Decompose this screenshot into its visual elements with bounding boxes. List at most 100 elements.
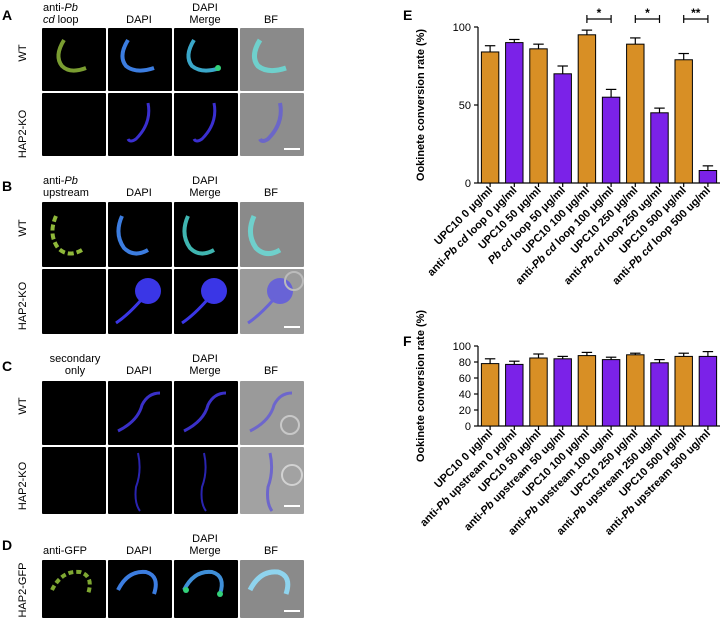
- micrograph-wt-anti-upstream: [42, 202, 106, 267]
- y-tick-label: 0: [465, 421, 471, 433]
- micrograph-wt-anti-cd-loop: [42, 28, 106, 91]
- x-category-label: anti-Pb cd loop 250 ug/ml: [562, 185, 665, 288]
- bar: [505, 363, 524, 427]
- column-label-dapi-merge: DAPI Merge: [189, 175, 221, 199]
- y-tick-label: 20: [459, 405, 471, 417]
- panel-label-c: C: [2, 358, 13, 374]
- micrograph-ko-bf: [240, 447, 304, 514]
- bar: [553, 358, 572, 427]
- micrograph-ko-anti-upstream: [42, 269, 106, 334]
- x-category-label: UPC10 250 μg/ml: [569, 185, 641, 257]
- panel-label-e: E: [403, 7, 413, 23]
- column-label-anti-pb-cd-loop: anti-Pb cd loop: [43, 2, 79, 26]
- x-category-label: UPC10 500 μg/ml: [617, 185, 689, 257]
- column-label-dapi-merge: DAPI Merge: [189, 353, 221, 377]
- column-label-dapi: DAPI: [126, 187, 152, 199]
- bar: [601, 96, 621, 184]
- bar: [698, 170, 718, 184]
- bar: [626, 354, 645, 427]
- bar: [650, 362, 669, 427]
- micrograph-wt-dapi: [108, 202, 172, 267]
- column-label-secondary-only: secondary only: [49, 353, 101, 377]
- x-category-label: anti-Pb upstream 50 ug/ml: [462, 428, 568, 534]
- bar: [601, 359, 621, 427]
- x-category-label: anti-Pb cd loop 100 μg/ml: [514, 185, 617, 288]
- y-tick-label: 0: [465, 178, 471, 190]
- micrograph-ko-dapi: [108, 269, 172, 334]
- column-label-dapi: DAPI: [126, 14, 152, 26]
- micrograph-ko-anti-cd-loop: [42, 93, 106, 156]
- column-label-dapi: DAPI: [126, 365, 152, 377]
- y-tick-label: 80: [459, 357, 471, 369]
- x-category-label: anti-Pb upstream 500 ug/ml: [603, 428, 713, 538]
- x-category-label: anti-Pb cd loop 500 ug/ml: [610, 185, 713, 288]
- panel-label-b: B: [2, 178, 13, 194]
- y-tick-label: 100: [453, 341, 471, 353]
- x-category-label: UPC10 500 μg/ml: [617, 428, 689, 500]
- bar: [480, 363, 500, 427]
- bar: [674, 355, 693, 427]
- micrograph-ko-merge: [174, 269, 238, 334]
- y-axis-title: Ookinete conversion rate (%): [415, 29, 427, 182]
- bar: [553, 73, 572, 184]
- micrograph-wt-dapi: [108, 28, 172, 91]
- x-category-label: UPC10 50 μg/ml: [476, 185, 543, 252]
- significance-label: *: [597, 6, 602, 20]
- micrograph-ko-secondary: [42, 447, 106, 514]
- row-label-wt: WT: [17, 219, 29, 237]
- row-label-hap2-ko: HAP2-KO: [17, 109, 29, 159]
- column-label-anti-gfp: anti-GFP: [43, 545, 88, 557]
- row-label-hap2-ko: HAP2-KO: [17, 461, 29, 511]
- row-label-hap2-gfp: HAP2-GFP: [17, 562, 29, 618]
- bar: [577, 355, 597, 427]
- x-category-label: UPC10 100 μg/ml: [520, 428, 592, 500]
- y-tick-label: 50: [459, 100, 471, 112]
- micrograph-wt-bf: [240, 381, 304, 445]
- micrograph-wt-merge: [174, 202, 238, 267]
- bar: [626, 43, 645, 184]
- column-label-bf: BF: [263, 365, 279, 377]
- micrograph-wt-dapi: [108, 381, 172, 445]
- panel-label-a: A: [2, 7, 13, 23]
- bar: [529, 357, 548, 427]
- column-label-dapi: DAPI: [126, 545, 152, 557]
- x-category-label: UPC10 0 μg/ml: [432, 428, 495, 491]
- significance-label: **: [691, 6, 701, 20]
- scale-bar: [284, 148, 300, 150]
- row-label-hap2-ko: HAP2-KO: [17, 281, 29, 331]
- micrograph-ko-merge: [174, 447, 238, 514]
- x-category-label: UPC10 250 μg/ml: [569, 428, 641, 500]
- x-category-label: anti-Pb upstream 100 ug/ml: [506, 428, 616, 538]
- bar: [480, 51, 500, 184]
- scale-bar: [284, 326, 300, 328]
- column-label-bf: BF: [263, 14, 279, 26]
- micrograph-ko-dapi: [108, 93, 172, 156]
- micrograph-ko-merge: [174, 93, 238, 156]
- x-category-label: anti-Pb cd loop 0 μg/ml: [425, 185, 519, 279]
- column-label-anti-pb-upstream: anti-Pb upstream: [43, 175, 89, 199]
- bar: [674, 59, 693, 184]
- micrograph-ko-bf: [240, 269, 304, 334]
- bar: [650, 112, 669, 184]
- panel-label-f: F: [403, 333, 412, 349]
- y-tick-label: 100: [453, 22, 471, 34]
- y-tick-label: 60: [459, 373, 471, 385]
- bar: [505, 42, 524, 184]
- x-category-label: Pb cd loop 50 μg/ml: [486, 185, 568, 267]
- micrograph-wt-merge: [174, 381, 238, 445]
- x-category-label: UPC10 100 μg/ml: [520, 185, 592, 257]
- scale-bar: [284, 505, 300, 507]
- micrograph-wt-bf: [240, 28, 304, 91]
- micrograph-wt-bf: [240, 202, 304, 267]
- x-category-label: anti-Pb upstream 250 ug/ml: [555, 428, 665, 538]
- bar: [698, 355, 718, 427]
- micrograph-ko-dapi: [108, 447, 172, 514]
- micrograph-gfp-bf: [240, 560, 304, 618]
- row-label-wt: WT: [17, 397, 29, 415]
- micrograph-gfp-anti-gfp: [42, 560, 106, 618]
- micrograph-wt-secondary: [42, 381, 106, 445]
- column-label-dapi-merge: DAPI Merge: [189, 2, 221, 26]
- panel-label-d: D: [2, 537, 13, 553]
- x-category-label: anti-Pb upstream 0 μg/ml: [418, 428, 519, 529]
- micrograph-gfp-dapi: [108, 560, 172, 618]
